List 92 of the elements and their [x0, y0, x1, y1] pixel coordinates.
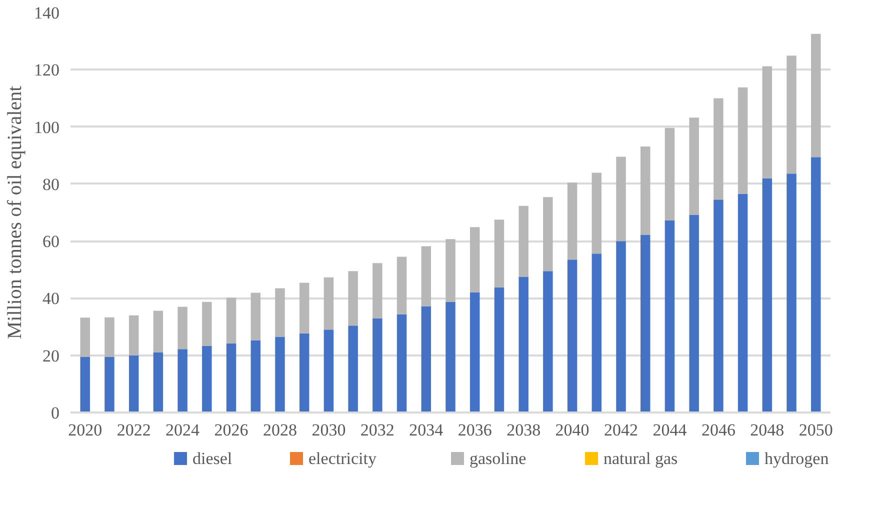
bar [470, 227, 480, 292]
legend-label: natural gas [604, 449, 678, 468]
bar [714, 200, 724, 412]
x-tick-label: 2024 [166, 420, 200, 440]
bar [543, 197, 553, 272]
x-tick-label: 2050 [798, 420, 833, 440]
bar [396, 314, 407, 412]
legend-label: diesel [192, 449, 232, 468]
bar [714, 98, 724, 200]
x-tick-label: 2040 [555, 420, 590, 440]
bar [616, 156, 626, 242]
bar [494, 220, 504, 288]
x-tick-label: 2030 [312, 420, 346, 440]
bar [567, 182, 578, 260]
x-tick-label: 2044 [652, 420, 688, 440]
bar [738, 87, 748, 194]
bar [494, 287, 504, 412]
x-tick-label: 2022 [116, 420, 151, 440]
y-tick-label: 100 [34, 118, 60, 137]
bar [446, 239, 456, 302]
y-tick-label: 120 [34, 60, 60, 80]
x-tick-label: 2042 [604, 420, 638, 440]
x-tick-label: 2048 [750, 420, 784, 440]
bar [104, 317, 114, 357]
bar [518, 206, 528, 277]
y-tick-label: 80 [42, 174, 60, 194]
bar [689, 214, 699, 412]
bar [324, 277, 334, 330]
x-tick-label: 2028 [262, 420, 297, 440]
bar [396, 256, 407, 314]
y-tick-label: 60 [42, 232, 60, 252]
bar [811, 34, 821, 158]
bar [202, 346, 212, 412]
bar [275, 288, 285, 337]
x-tick-label: 2038 [506, 420, 541, 440]
bar [299, 282, 310, 334]
bar [592, 254, 602, 412]
bar [592, 172, 602, 254]
bar [640, 234, 650, 412]
bar [518, 276, 528, 412]
bar [178, 349, 188, 412]
bar [226, 298, 236, 344]
bar [470, 292, 480, 412]
bar [543, 271, 553, 412]
y-axis-title: Million tonnes of oil equivalent [4, 85, 26, 340]
bar [786, 56, 796, 174]
y-tick-label: 20 [42, 346, 60, 366]
bar [128, 315, 139, 356]
bar [372, 263, 382, 318]
bar [421, 246, 432, 306]
bar [616, 241, 626, 412]
bar [348, 326, 358, 412]
x-tick-label: 2026 [214, 420, 248, 440]
bar [202, 302, 212, 346]
bar [153, 310, 164, 352]
bar [80, 318, 90, 357]
x-tick-label: 2032 [360, 420, 394, 440]
bar [640, 146, 650, 235]
bar [421, 306, 432, 412]
bar [567, 260, 578, 412]
bar [762, 178, 772, 412]
bar [689, 118, 699, 215]
bar [226, 343, 236, 412]
bar [153, 352, 164, 412]
bar [664, 220, 675, 412]
y-tick-label: 40 [42, 289, 60, 308]
x-tick-label: 2046 [701, 420, 736, 440]
x-tick-label: 2036 [458, 420, 492, 440]
bar [250, 292, 260, 340]
legend-label: hydrogen [764, 449, 830, 468]
bar [446, 302, 456, 412]
bar [275, 336, 285, 412]
bar [738, 194, 748, 412]
y-tick-label: 0 [51, 404, 60, 422]
bar [178, 306, 188, 350]
bar [372, 318, 382, 412]
x-tick-label: 2020 [68, 420, 102, 440]
bar [104, 356, 114, 412]
bar [299, 333, 310, 412]
bar [811, 157, 821, 412]
bar [664, 128, 675, 220]
bar [250, 340, 260, 412]
y-tick-label: 140 [34, 4, 60, 22]
bar [786, 174, 796, 412]
bar [324, 330, 334, 412]
x-tick-label: 2034 [409, 420, 444, 440]
bar [348, 271, 358, 326]
legend-label: gasoline [470, 449, 526, 468]
bar [762, 66, 772, 178]
legend-label: electricity [308, 449, 377, 468]
bar [80, 356, 90, 412]
bar [128, 355, 139, 412]
